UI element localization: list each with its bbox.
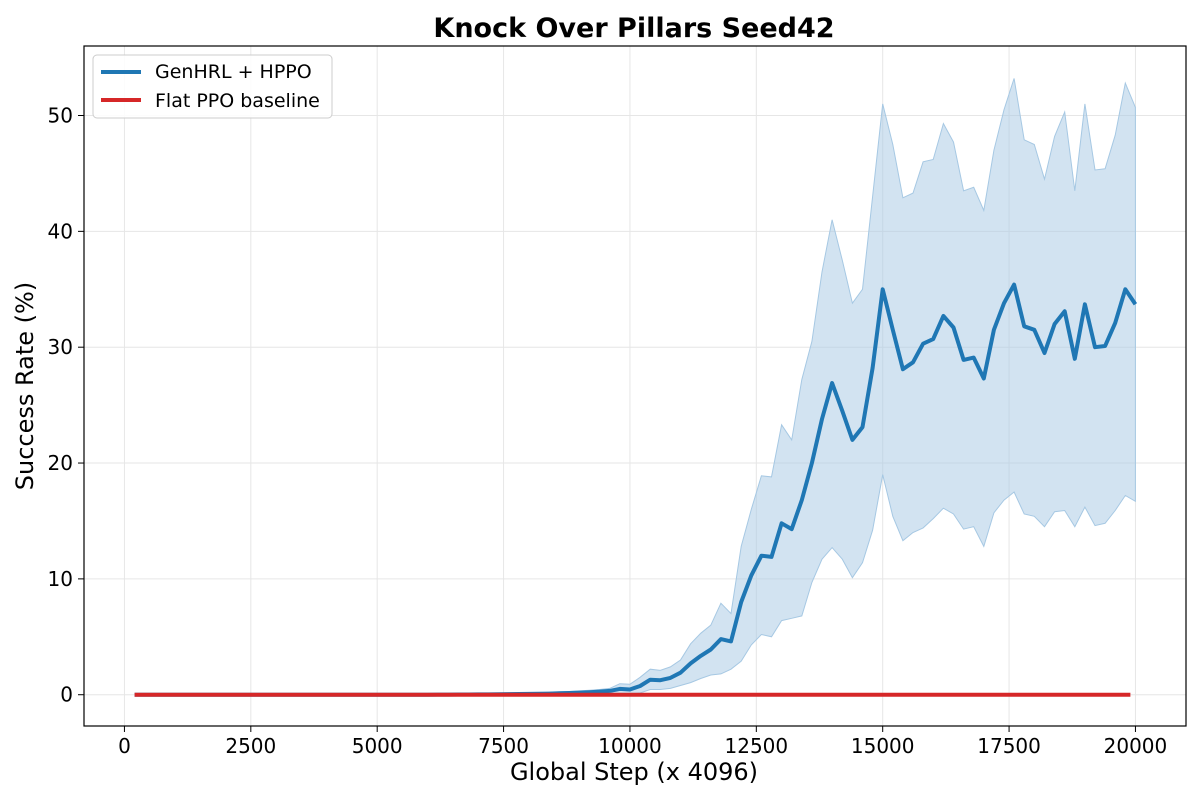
y-tick-label: 40 (48, 219, 73, 243)
series-lines (134, 282, 1138, 697)
x-tick-label: 15000 (851, 734, 915, 758)
y-tick-label: 50 (48, 104, 73, 128)
axis-ticks: 0 2500 5000 7500 10000 12500 15000 17500 20000 0 1… (48, 104, 1168, 758)
x-tick-label: 12500 (725, 734, 789, 758)
x-tick-label: 0 (118, 734, 131, 758)
y-tick-label: 10 (48, 567, 73, 591)
x-tick-label: 2500 (225, 734, 276, 758)
legend-label-flat-ppo: Flat PPO baseline (155, 90, 320, 112)
chart-title: Knock Over Pillars Seed42 (433, 13, 834, 44)
x-tick-label: 10000 (598, 734, 662, 758)
plot-frame (83, 45, 1187, 727)
legend-label-genhrl: GenHRL + HPPO (155, 61, 312, 83)
y-tick-label: 0 (60, 683, 73, 707)
x-tick-label: 20000 (1104, 734, 1168, 758)
y-axis-label: Success Rate (%) (11, 282, 39, 490)
y-tick-label: 30 (48, 335, 73, 359)
legend: GenHRL + HPPO Flat PPO baseline (92, 54, 333, 119)
x-tick-label: 17500 (977, 734, 1041, 758)
x-tick-label: 5000 (352, 734, 403, 758)
legend-box (92, 54, 333, 119)
x-axis-label: Global Step (x 4096) (510, 758, 758, 786)
x-tick-label: 7500 (478, 734, 529, 758)
y-tick-label: 20 (48, 451, 73, 475)
